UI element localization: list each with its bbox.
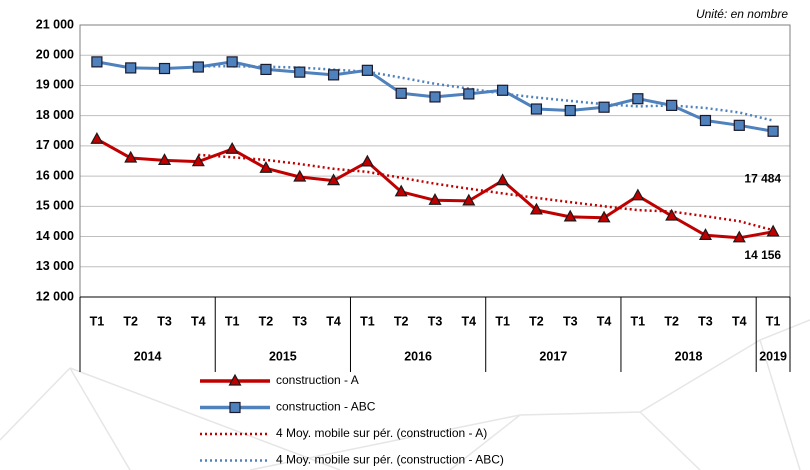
value-label: 17 484 — [744, 171, 781, 185]
marker — [497, 84, 509, 96]
x-tick-label: T4 — [732, 314, 747, 328]
x-tick-label: T3 — [563, 314, 578, 328]
marker — [529, 202, 543, 215]
marker — [598, 101, 610, 113]
marker — [463, 88, 475, 100]
marker — [124, 150, 138, 163]
marker — [698, 228, 712, 240]
y-tick-label: 20 000 — [36, 48, 74, 62]
x-tick-label: T4 — [326, 314, 341, 328]
background-decoration — [0, 319, 810, 470]
marker — [158, 153, 172, 165]
y-tick-label: 13 000 — [36, 259, 74, 273]
marker — [699, 114, 712, 127]
marker — [766, 224, 780, 237]
marker — [394, 184, 408, 197]
legend-label: 4 Moy. mobile sur pér. (construction - A… — [276, 453, 504, 467]
marker — [192, 61, 204, 73]
marker — [462, 193, 476, 206]
marker — [429, 91, 441, 103]
marker — [90, 131, 104, 144]
x-tick-label: T1 — [225, 314, 240, 328]
year-label: 2015 — [269, 349, 297, 363]
marker — [767, 125, 779, 137]
value-label: 14 156 — [744, 248, 781, 262]
marker — [428, 193, 442, 205]
year-label: 2019 — [759, 349, 787, 363]
marker — [360, 154, 374, 167]
marker — [158, 62, 171, 75]
marker — [361, 64, 373, 76]
y-tick-label: 18 000 — [36, 108, 74, 122]
marker — [395, 87, 407, 99]
marker — [293, 169, 307, 182]
marker — [225, 141, 239, 154]
x-tick-label: T1 — [495, 314, 510, 328]
marker — [327, 69, 340, 81]
marker — [259, 161, 273, 173]
year-label: 2018 — [675, 349, 703, 363]
x-tick-label: T2 — [394, 314, 409, 328]
marker — [226, 56, 238, 68]
y-tick-label: 19 000 — [36, 78, 74, 92]
marker — [563, 209, 577, 222]
y-tick-label: 16 000 — [36, 168, 74, 182]
series-line — [198, 153, 774, 232]
marker — [733, 119, 745, 131]
marker — [665, 208, 679, 221]
year-label: 2016 — [404, 349, 432, 363]
x-tick-label: T2 — [123, 314, 138, 328]
x-tick-label: T3 — [698, 314, 713, 328]
marker — [327, 173, 341, 186]
x-tick-label: T2 — [664, 314, 679, 328]
legend-label: construction - ABC — [276, 400, 376, 414]
marker — [666, 99, 678, 111]
marker — [597, 210, 611, 223]
legend-label: construction - A — [276, 373, 359, 387]
x-tick-label: T1 — [766, 314, 781, 328]
x-tick-label: T4 — [597, 314, 612, 328]
marker — [125, 62, 137, 74]
annotation: Unité: en nombre — [696, 7, 788, 21]
y-tick-label: 15 000 — [36, 199, 74, 213]
x-tick-label: T3 — [157, 314, 172, 328]
y-tick-label: 21 000 — [36, 17, 74, 31]
x-tick-label: T2 — [259, 314, 274, 328]
year-label: 2017 — [539, 349, 567, 363]
year-label: 2014 — [134, 349, 162, 363]
marker — [294, 66, 306, 78]
marker — [91, 56, 103, 68]
marker — [632, 93, 644, 105]
marker — [260, 63, 272, 76]
legend-label: 4 Moy. mobile sur pér. (construction - A… — [276, 426, 487, 440]
x-tick-label: T4 — [462, 314, 477, 328]
y-tick-label: 14 000 — [36, 229, 74, 243]
y-tick-label: 12 000 — [36, 289, 74, 303]
legend-marker — [228, 373, 242, 386]
x-tick-label: T3 — [292, 314, 307, 328]
marker — [732, 230, 746, 243]
x-tick-label: T1 — [360, 314, 375, 328]
x-tick-label: T1 — [90, 314, 105, 328]
marker — [530, 103, 543, 115]
marker — [191, 154, 205, 167]
marker — [496, 173, 510, 186]
x-tick-label: T3 — [428, 314, 443, 328]
legend-marker — [229, 401, 241, 414]
marker — [631, 188, 645, 201]
series-line — [96, 137, 774, 240]
x-tick-label: T2 — [529, 314, 544, 328]
x-tick-label: T1 — [631, 314, 646, 328]
marker — [564, 104, 576, 117]
x-tick-label: T4 — [191, 314, 206, 328]
y-tick-label: 17 000 — [36, 138, 74, 152]
